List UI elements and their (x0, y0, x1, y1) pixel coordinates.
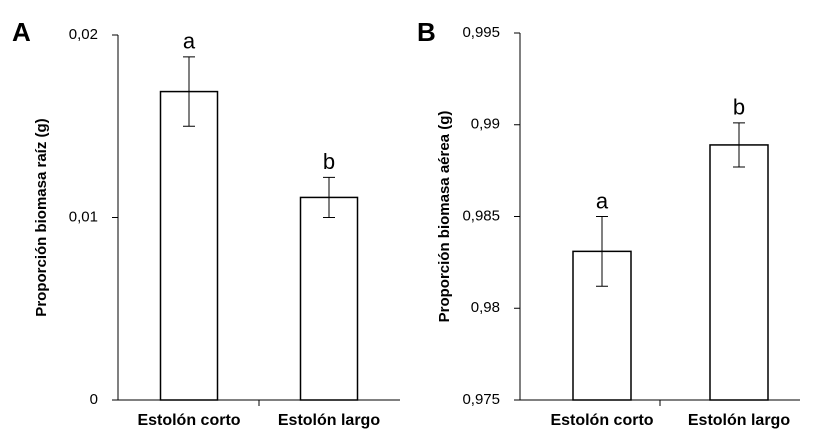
y-axis-label: Proporción biomasa aérea (g) (436, 111, 453, 323)
y-axis-label: Proporción biomasa raíz (g) (33, 118, 50, 316)
bar (299, 196, 359, 401)
y-tick-label: 0,985 (462, 207, 500, 224)
x-tick-label: Estolón largo (688, 412, 790, 429)
significance-letter: a (183, 29, 196, 54)
x-tick-label: Estolón corto (137, 412, 240, 429)
y-tick-label: 0,02 (69, 26, 98, 43)
y-tick-label: 0 (90, 391, 98, 408)
y-tick-label: 0,975 (462, 391, 500, 408)
y-tick-label: 0,995 (462, 24, 500, 41)
error-bar (323, 176, 335, 218)
panel-label: B (417, 17, 436, 47)
error-bar (183, 56, 195, 127)
y-tick-label: 0,99 (471, 116, 500, 133)
bar (709, 144, 769, 401)
significance-letter: b (733, 95, 745, 120)
panel-label: A (12, 17, 31, 47)
y-tick-label: 0,01 (69, 208, 98, 225)
significance-letter: b (323, 149, 335, 174)
x-tick-label: Estolón corto (550, 412, 653, 429)
bar (159, 90, 219, 401)
x-tick-label: Estolón largo (278, 412, 380, 429)
y-tick-label: 0,98 (471, 299, 500, 316)
error-bar (733, 122, 745, 168)
error-bar (596, 216, 608, 287)
significance-letter: a (596, 188, 609, 213)
